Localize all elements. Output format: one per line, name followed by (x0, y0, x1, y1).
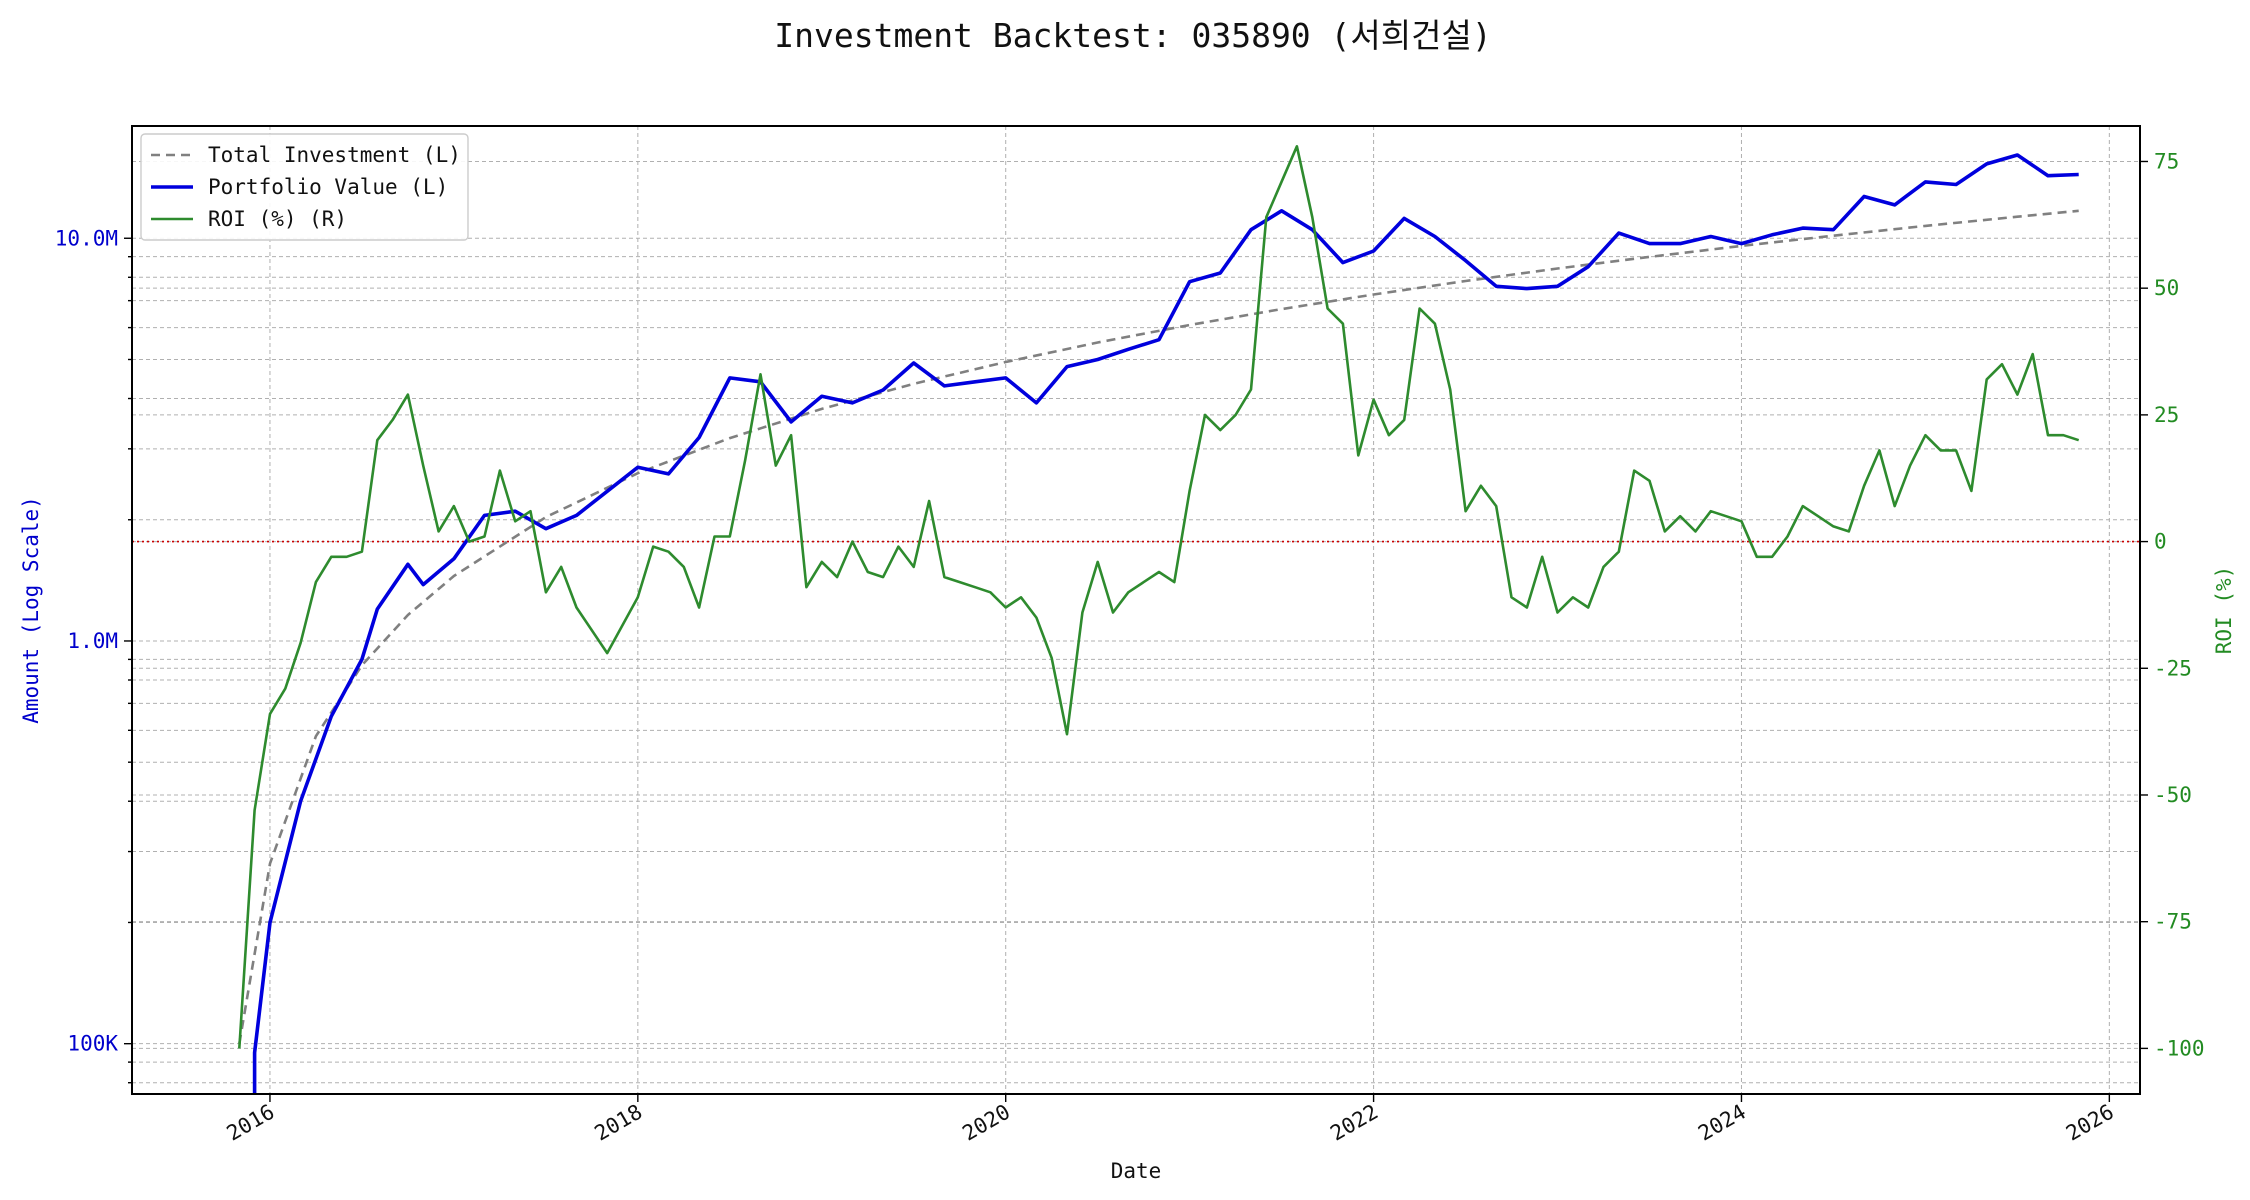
right-tick-label: 0 (2154, 530, 2167, 554)
left-tick-label: 1.0M (67, 629, 118, 653)
plot-series (238, 145, 2080, 1094)
right-tick-label: 25 (2154, 403, 2179, 427)
left-tick-label: 100K (67, 1032, 118, 1056)
legend-label: Total Investment (L) (208, 143, 461, 167)
legend: Total Investment (L) Portfolio Value (L) R… (140, 133, 469, 241)
roi-line (238, 145, 2080, 1049)
right-tick-label: 50 (2154, 276, 2179, 300)
plot-area-frame (131, 125, 2141, 1095)
right-tick-label: -25 (2154, 656, 2192, 680)
left-tick-label: 10.0M (55, 226, 118, 250)
legend-label: ROI (%) (R) (208, 207, 347, 231)
right-y-axis: -100 -75 -50 -25 0 25 50 75 (2140, 149, 2205, 1060)
right-tick-label: -75 (2154, 910, 2192, 934)
legend-box (140, 133, 469, 241)
legend-label: Portfolio Value (L) (208, 175, 448, 199)
chart-title: Investment Backtest: 035890 (서희건설) (774, 16, 1491, 55)
grid-lines (132, 126, 2140, 1094)
left-y-axis: 100K 1.0M 10.0M (55, 226, 132, 1084)
right-tick-label: -50 (2154, 783, 2192, 807)
right-tick-label: 75 (2154, 149, 2179, 173)
x-axis-label: Date (1111, 1159, 1162, 1183)
left-y-axis-label: Amount (Log Scale) (19, 496, 43, 724)
right-tick-label: -100 (2154, 1036, 2205, 1060)
total-investment-line (238, 209, 2079, 1044)
right-y-axis-label: ROI (%) (2212, 566, 2236, 655)
